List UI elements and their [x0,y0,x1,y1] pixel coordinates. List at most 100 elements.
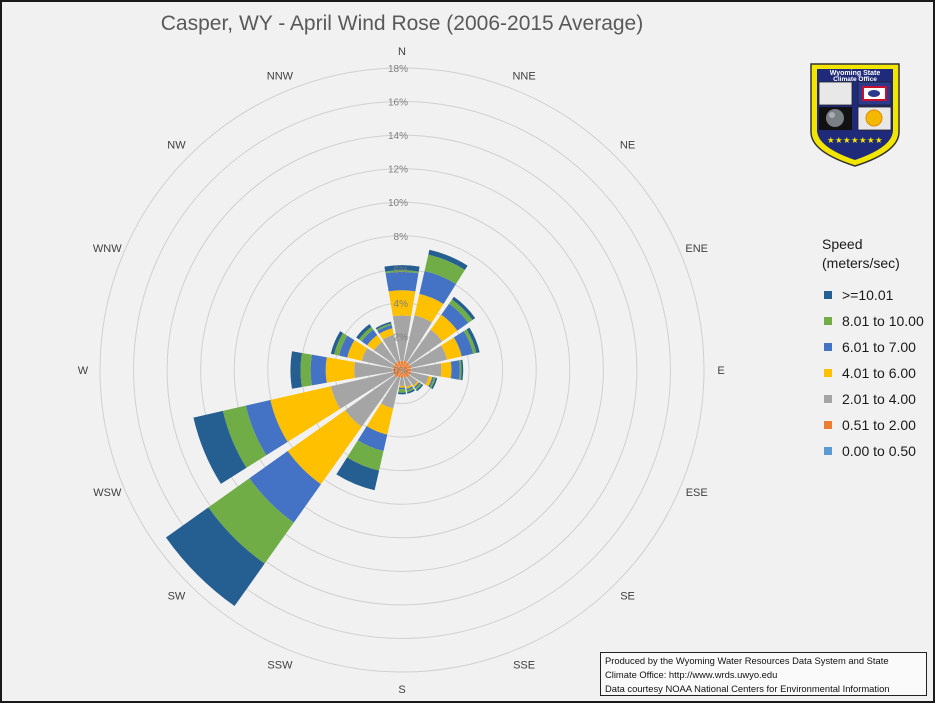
bar-nne-segment [414,293,444,323]
radial-tick-label: 2% [394,332,409,343]
legend-title: Speed (meters/sec) [822,235,932,273]
bar-ene-segment [466,327,480,354]
svg-text:★: ★ [867,135,875,145]
legend-item: 0.51 to 2.00 [822,412,932,438]
bar-e-segment [440,361,452,379]
climate-office-logo-icon: ★ ★ ★ ★ ★ ★ ★ Wyoming State Climate Office [810,63,900,167]
bar-sse-segment [402,370,407,378]
bar-nw-segment [358,326,374,342]
grid-circle [267,235,537,505]
bar-n-segment [384,265,420,272]
bar-ene-segment [402,365,411,370]
bar-ese-segment [431,377,438,390]
direction-label-wsw: WSW [93,487,122,499]
legend-title-line2: (meters/sec) [822,255,900,271]
svg-text:★: ★ [851,135,859,145]
bar-sse-segment [405,384,413,389]
legend-label: 6.01 to 7.00 [842,339,916,355]
bar-ssw-segment [347,440,384,471]
direction-label-n: N [398,46,406,58]
bar-sse-segment [406,386,414,391]
bar-s-segment [398,387,406,390]
bar-wsw-segment [193,410,247,484]
grid-circle [233,201,571,539]
bar-sw-segment [165,507,265,607]
direction-label-ssw: SSW [267,660,293,672]
grid-circle [133,101,671,639]
bar-se-segment [413,381,420,388]
bar-ssw-segment [397,370,402,378]
radial-tick-label: 10% [388,198,408,209]
bar-nw-segment [361,329,378,346]
svg-text:Wyoming State: Wyoming State [830,70,881,77]
bar-e-segment [450,360,460,380]
radial-tick-label: 4% [394,299,409,310]
bar-ne-segment [449,299,473,323]
bar-ne-segment [451,296,476,321]
radial-tick-label: 8% [394,232,409,243]
legend-item: 0.00 to 0.50 [822,438,932,464]
radial-tick-label: 0% [394,366,409,377]
legend-items: >=10.01 8.01 to 10.00 6.01 to 7.00 4.01 to … [822,282,932,464]
bar-sw-segment [345,375,397,427]
bar-ene-segment [409,345,447,368]
legend-label: 0.00 to 0.50 [842,443,916,459]
bar-nne-segment [428,249,468,270]
bar-wsw-segment [245,400,288,456]
legend-swatch [824,395,832,403]
svg-text:★: ★ [859,135,867,145]
bar-s-segment [397,392,407,395]
bar-sw-segment [287,410,362,485]
bar-nnw-segment [377,325,393,334]
direction-label-w: W [78,365,89,377]
bar-ne-segment [407,329,443,365]
legend-swatch [824,291,832,299]
bar-w-segment [392,368,402,372]
bar-nw-segment [401,369,402,370]
direction-label-nne: NNE [512,70,535,82]
radial-tick-label: 14% [388,131,408,142]
bar-ene-segment [453,331,474,357]
bar-w-segment [354,361,393,379]
legend-item: 8.01 to 10.00 [822,308,932,334]
bar-ese-segment [425,376,433,387]
bar-ssw-segment [357,426,388,451]
bar-s-segment [399,377,405,386]
bar-nw-segment [373,341,397,365]
bar-wnw-segment [347,340,368,361]
legend-swatch [824,447,832,455]
direction-label-e: E [717,365,724,377]
bar-se-segment [407,375,418,386]
bar-w-segment [325,357,355,383]
bar-ene-segment [463,329,477,354]
legend-swatch [824,369,832,377]
bar-se-segment [402,370,403,371]
credits-line-3: Data courtesy NOAA National Centers for … [605,683,890,694]
bar-nne-segment [419,271,457,304]
bar-ese-segment [402,370,411,375]
bar-w-segment [290,351,302,389]
svg-text:Climate Office: Climate Office [833,76,877,83]
bar-wnw-segment [361,348,395,368]
bar-s-segment [399,385,405,388]
bar-n-segment [388,290,416,317]
svg-text:★: ★ [875,135,883,145]
legend: Speed (meters/sec) >=10.01 8.01 to 10.00 6… [822,235,932,464]
legend-item: 6.01 to 7.00 [822,334,932,360]
bar-w-segment [310,354,327,386]
bar-nnw-segment [397,361,402,370]
bar-sw-segment [394,370,402,378]
bar-ne-segment [441,303,469,331]
bar-wsw-segment [222,405,267,468]
bar-e-segment [411,363,442,377]
grid-circle [166,134,638,606]
bar-nnw-segment [379,328,394,340]
legend-item: >=10.01 [822,282,932,308]
bar-e-segment [460,359,464,381]
legend-swatch [824,421,832,429]
bar-sse-segment [407,389,415,394]
bar-sw-segment [249,451,321,523]
legend-swatch [824,317,832,325]
